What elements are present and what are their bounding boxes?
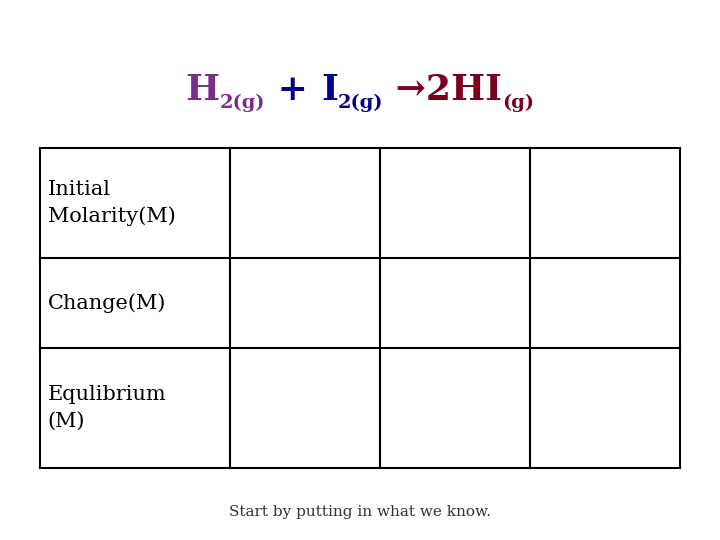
Text: H: H <box>186 73 220 107</box>
Text: Change(M): Change(M) <box>48 293 166 313</box>
Text: 2(g): 2(g) <box>338 94 383 112</box>
Text: 2(g): 2(g) <box>220 94 265 112</box>
Text: →2HI: →2HI <box>383 73 503 107</box>
Text: +: + <box>265 73 321 107</box>
Text: Start by putting in what we know.: Start by putting in what we know. <box>229 505 491 519</box>
Text: I: I <box>321 73 338 107</box>
Text: Equlibrium
(M): Equlibrium (M) <box>48 385 166 431</box>
Text: Initial
Molarity(M): Initial Molarity(M) <box>48 180 176 226</box>
Text: (g): (g) <box>503 94 534 112</box>
